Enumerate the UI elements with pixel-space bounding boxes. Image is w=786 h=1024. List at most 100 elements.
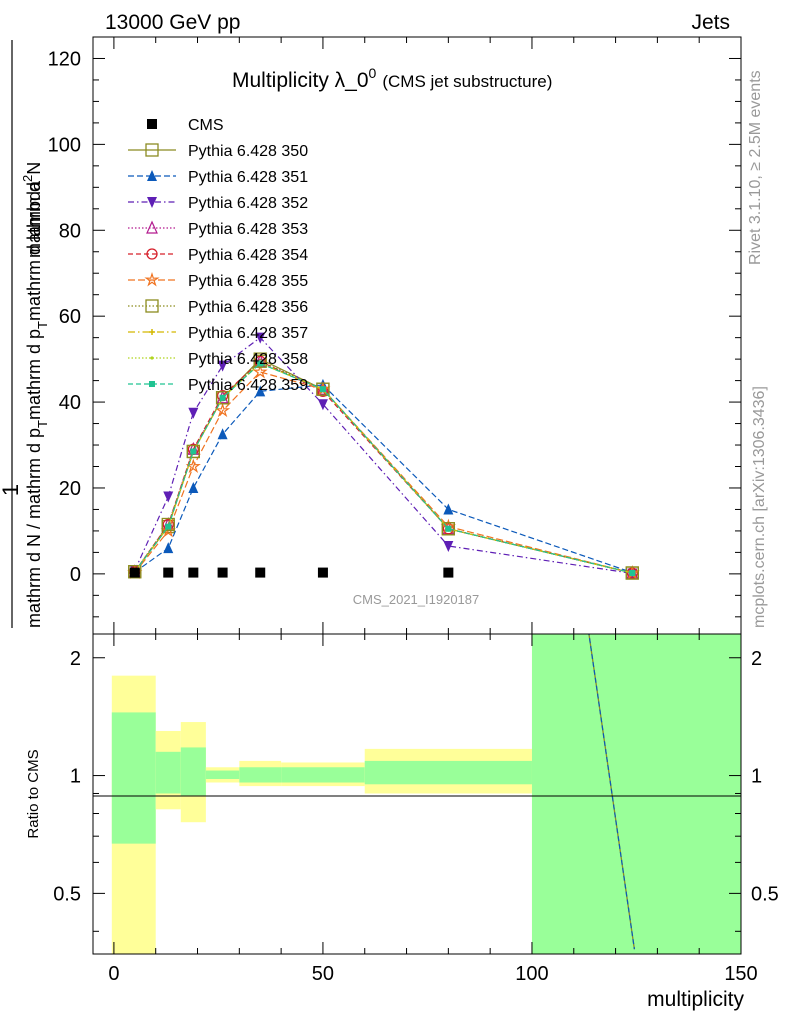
series-pythia-6-428-351 xyxy=(129,378,638,578)
data-point xyxy=(255,567,266,578)
data-point xyxy=(257,360,264,367)
ratio-y-tick-label: 1 xyxy=(70,766,81,788)
x-tick-label: 0 xyxy=(108,963,119,985)
y-tick-label: 120 xyxy=(48,48,81,70)
data-point xyxy=(252,363,268,379)
legend-entry: Pythia 6.428 357 xyxy=(128,325,308,342)
ratio-y-axis-label: Ratio to CMS xyxy=(25,749,42,838)
y-tick-label: 80 xyxy=(59,220,81,242)
ratio-band-green xyxy=(205,770,240,779)
legend-label: Pythia 6.428 353 xyxy=(188,221,308,238)
legend-entry: Pythia 6.428 355 xyxy=(128,271,308,290)
legend-entry: CMS xyxy=(147,117,224,134)
main-y-axis-label: 1 mathrm d N / mathrm d pTmathrm d pTmat… xyxy=(0,40,50,628)
legend-entry: Pythia 6.428 354 xyxy=(128,247,308,264)
legend-label: Pythia 6.428 351 xyxy=(188,169,308,186)
legend-label: Pythia 6.428 356 xyxy=(188,299,308,316)
legend-label: Pythia 6.428 354 xyxy=(188,247,308,264)
data-point xyxy=(163,491,174,503)
data-point xyxy=(217,360,228,372)
mcplots-label: mcplots.cern.ch [arXiv:1306.3436] xyxy=(751,386,768,628)
ylabel-part-1: mathrm d N / mathrm d p xyxy=(24,428,44,628)
x-tick-label: 150 xyxy=(724,963,757,985)
y-tick-label: 0 xyxy=(70,564,81,586)
y-tick-label: 60 xyxy=(59,306,81,328)
legend-label: Pythia 6.428 357 xyxy=(188,325,308,342)
data-point xyxy=(188,481,199,493)
data-point xyxy=(145,299,159,313)
chart-title: Multiplicity λ_00 (CMS jet substructure) xyxy=(232,65,552,92)
ratio-curve-dashed xyxy=(588,634,635,950)
energy-label: 13000 GeV pp xyxy=(105,11,240,34)
ratio-band-green xyxy=(364,760,532,785)
data-point xyxy=(442,523,455,535)
data-point xyxy=(160,522,176,538)
data-point xyxy=(190,448,197,455)
ylabel-sup: 2 xyxy=(20,175,35,182)
legend: CMS Pythia 6.428 350 Pythia 6.428 351 Pythi… xyxy=(128,117,308,394)
data-point xyxy=(443,540,454,552)
legend-label: Pythia 6.428 352 xyxy=(188,195,308,212)
x-axis-label: multiplicity xyxy=(647,988,744,1011)
ratio-band-green xyxy=(531,634,741,954)
legend-label: Pythia 6.428 350 xyxy=(188,143,308,160)
data-point xyxy=(128,565,142,579)
data-point xyxy=(150,356,154,360)
series-line xyxy=(134,384,633,574)
data-point xyxy=(443,567,454,578)
data-point xyxy=(217,428,228,440)
data-point xyxy=(188,407,199,419)
data-point xyxy=(147,197,157,208)
legend-label: Pythia 6.428 355 xyxy=(188,273,308,290)
chart-title-superscript: 0 xyxy=(369,65,377,81)
data-point xyxy=(625,566,639,580)
data-point xyxy=(186,444,200,459)
jets-label: Jets xyxy=(691,11,730,34)
ratio-y-tick-label-right: 2 xyxy=(751,648,762,670)
data-point xyxy=(149,329,155,335)
data-point xyxy=(219,394,226,401)
series-line xyxy=(134,371,633,574)
ratio-band-green xyxy=(155,751,181,794)
data-point xyxy=(163,542,174,554)
data-point xyxy=(319,386,326,393)
data-point xyxy=(146,248,158,260)
x-tick-label: 50 xyxy=(312,963,334,985)
ratio-y-tick-label-right: 1 xyxy=(751,766,762,788)
data-point xyxy=(149,381,155,387)
data-point xyxy=(147,170,157,181)
data-point xyxy=(317,399,328,411)
series-line xyxy=(134,362,633,574)
legend-entry: Pythia 6.428 353 xyxy=(128,220,308,238)
ratio-band-green xyxy=(239,767,282,783)
data-point xyxy=(146,220,158,234)
legend-entry: Pythia 6.428 352 xyxy=(128,195,308,212)
ratio-band-green xyxy=(180,747,206,796)
rivet-label: Rivet 3.1.10, ≥ 2.5M events xyxy=(747,70,764,265)
data-point xyxy=(163,567,174,578)
x-tick-label: 100 xyxy=(515,963,548,985)
legend-entry: Pythia 6.428 351 xyxy=(128,169,308,186)
y-tick-label: 100 xyxy=(48,134,81,156)
chart-title-suffix: (CMS jet substructure) xyxy=(382,72,552,91)
data-point xyxy=(445,525,452,532)
legend-label: Pythia 6.428 359 xyxy=(188,377,308,394)
data-point xyxy=(161,517,175,532)
data-point xyxy=(253,354,267,368)
ylabel-sub-2: T xyxy=(35,321,50,329)
data-point xyxy=(629,570,636,577)
data-point xyxy=(129,567,140,578)
ylabel-part-3: mathrm d lambda xyxy=(24,180,44,321)
ratio-y-tick-label: 2 xyxy=(70,648,81,670)
series-line xyxy=(134,362,633,574)
ylabel-sub-1: T xyxy=(35,420,50,428)
data-point xyxy=(215,391,230,405)
data-point xyxy=(217,567,228,578)
data-point xyxy=(255,332,266,344)
y-tick-label: 20 xyxy=(59,478,81,500)
ylabel-part-2: mathrm d p xyxy=(24,329,44,420)
series-pythia-6-428-355 xyxy=(127,363,640,580)
ylabel-part-4: mathrm d xyxy=(24,182,44,258)
